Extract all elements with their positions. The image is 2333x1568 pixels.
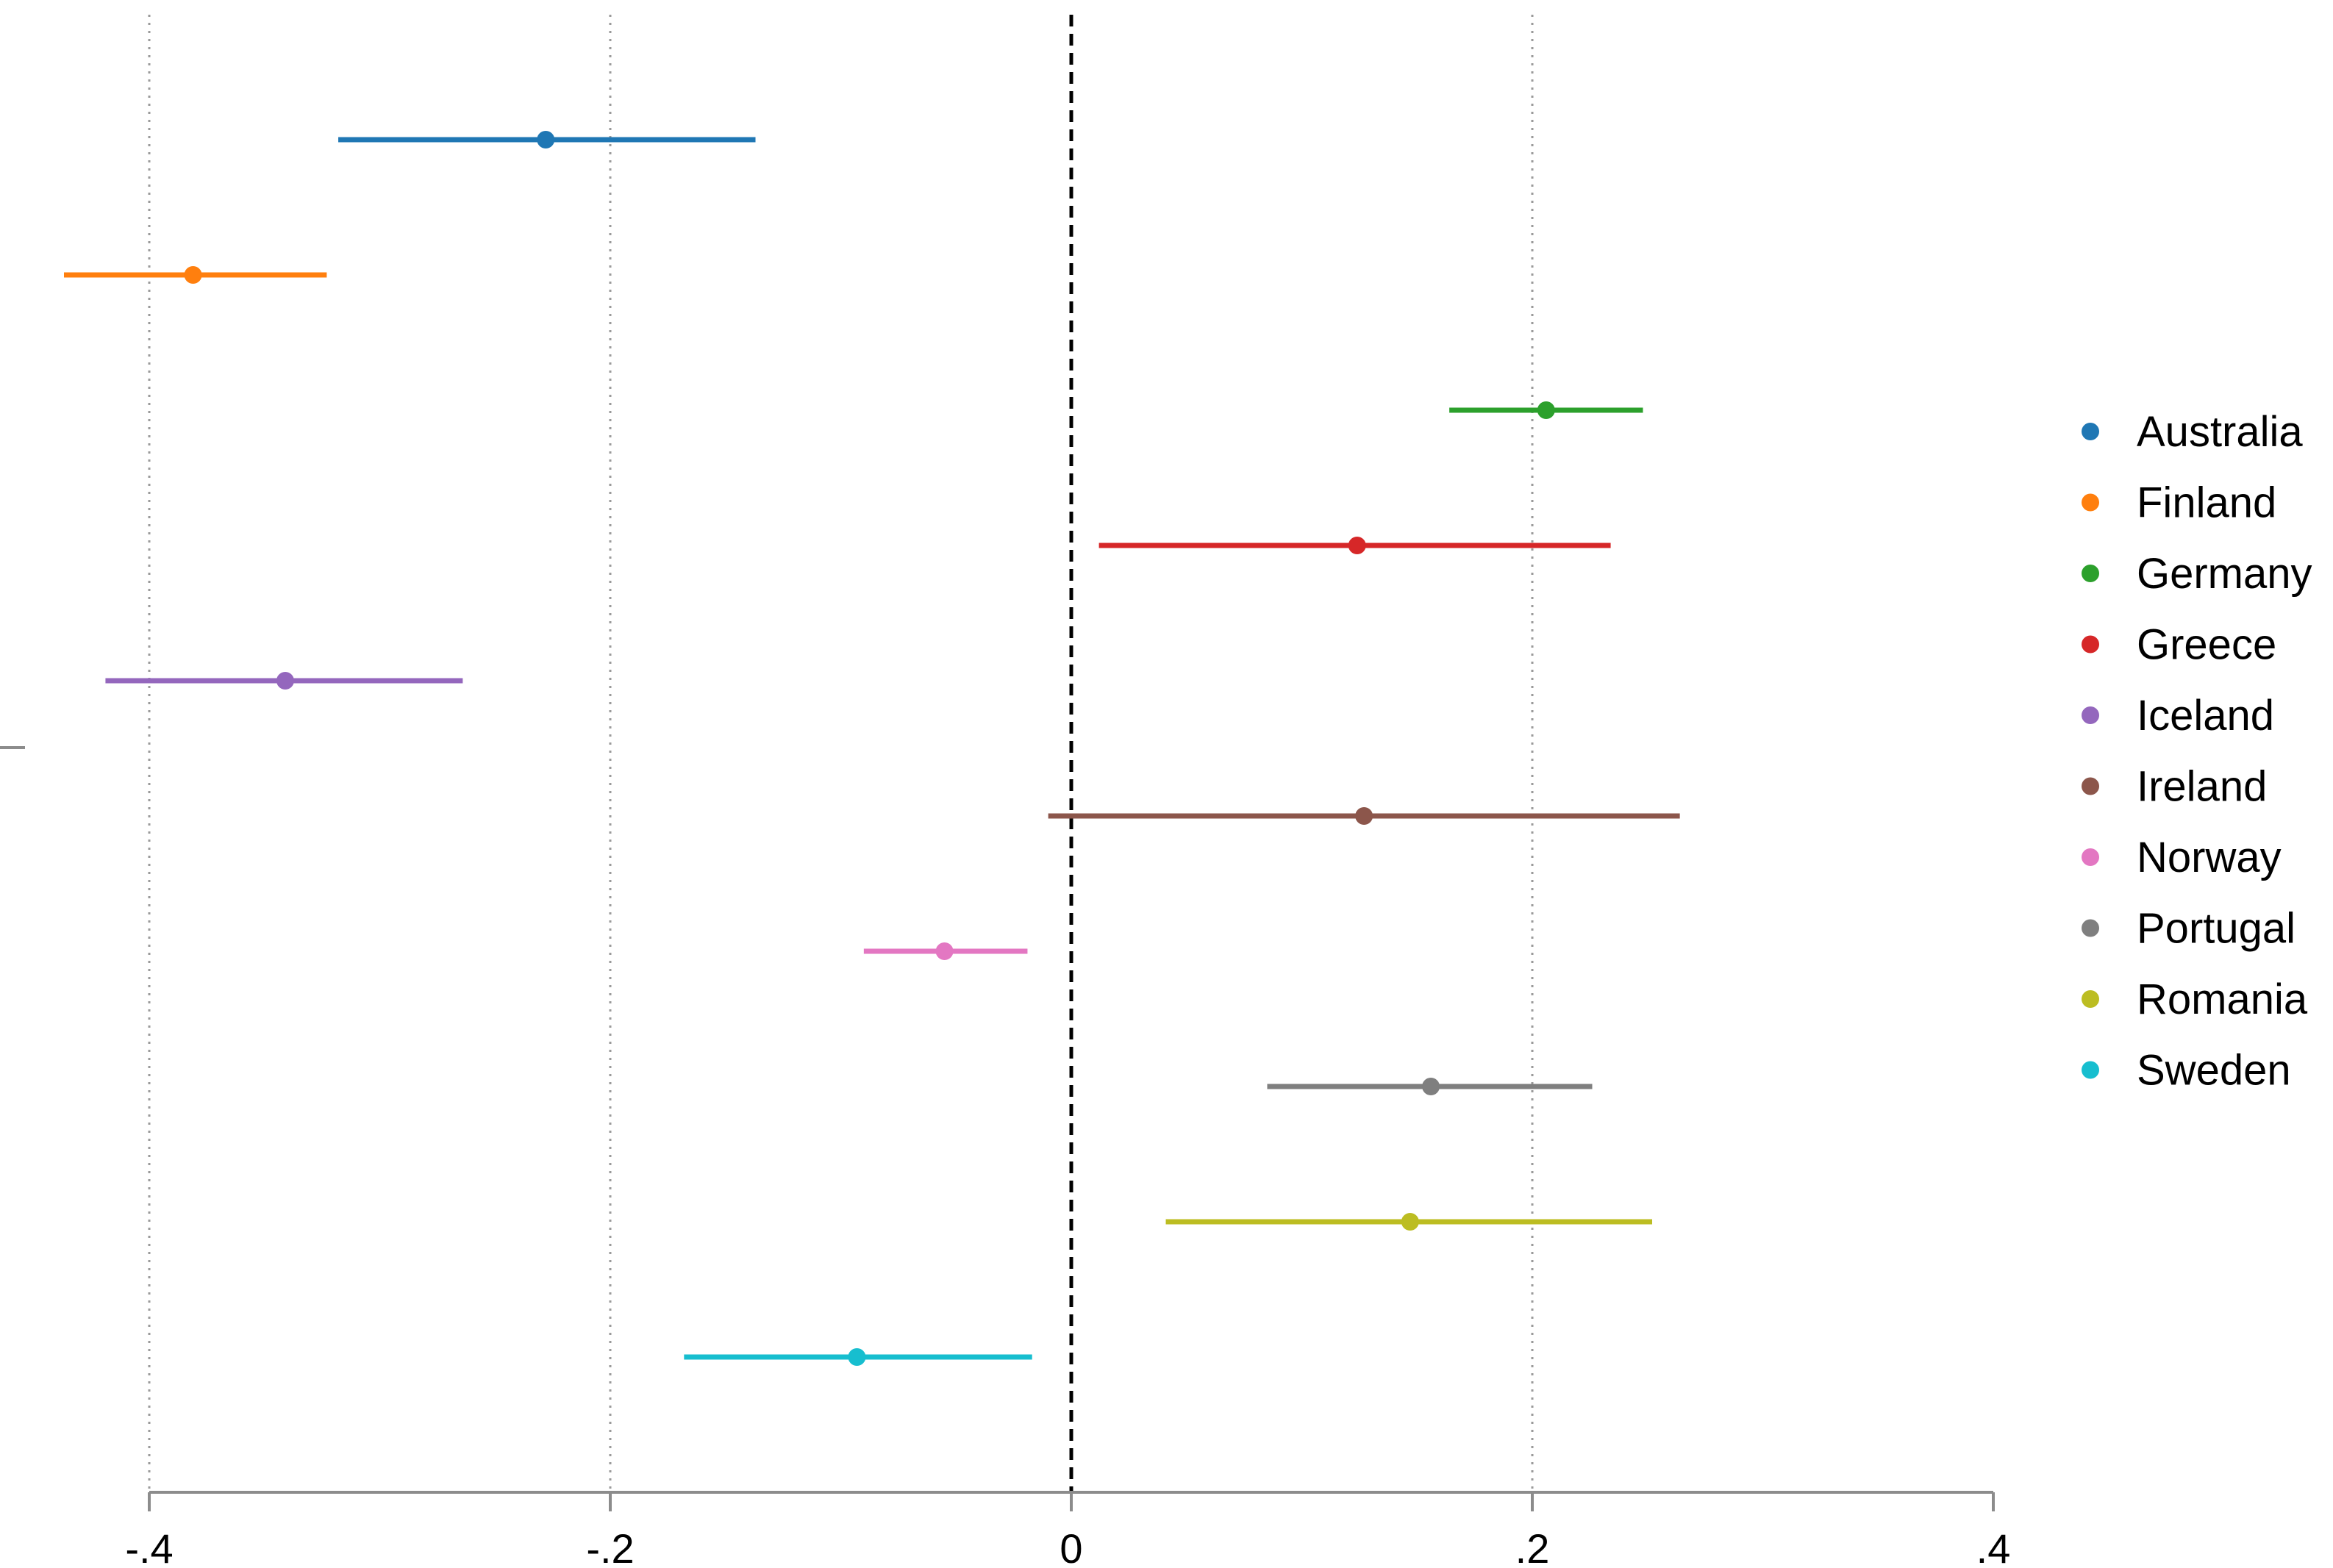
estimate-norway (863, 942, 1028, 960)
estimates (64, 131, 1680, 1366)
x-axis: -.4 -.2 0 .2 .4 (125, 1491, 2011, 1568)
legend-marker (2082, 565, 2099, 582)
legend-marker (2082, 423, 2099, 440)
legend-marker (2082, 635, 2099, 654)
x-tick-label-2: 0 (1060, 1525, 1082, 1568)
legend-item-finland: Finland (2082, 479, 2276, 527)
x-tick-label-3: .2 (1515, 1525, 1550, 1568)
legend-item-sweden: Sweden (2082, 1047, 2291, 1095)
legend-label: Finland (2137, 479, 2276, 527)
point-germany (1537, 401, 1555, 419)
legend-item-iceland: Iceland (2082, 692, 2274, 740)
point-australia (537, 131, 555, 148)
legend-label: Portugal (2137, 905, 2296, 953)
legend-marker (2082, 706, 2099, 724)
legend-label: Iceland (2137, 692, 2274, 740)
estimate-germany (1449, 401, 1643, 419)
x-tick-label-1: -.2 (586, 1525, 634, 1568)
point-portugal (1422, 1078, 1440, 1095)
legend-label: Ireland (2137, 763, 2267, 811)
estimate-portugal (1267, 1078, 1593, 1095)
estimate-greece (1098, 537, 1611, 554)
legend-marker (2082, 777, 2099, 795)
gridlines (148, 15, 1534, 1492)
legend-item-greece: Greece (2082, 621, 2276, 669)
point-norway (935, 942, 954, 960)
legend-marker (2082, 1061, 2099, 1079)
legend-label: Greece (2137, 621, 2276, 669)
x-tick-label-4: .4 (1976, 1525, 2011, 1568)
legend-marker (2082, 493, 2099, 512)
x-tick-label-0: -.4 (125, 1525, 173, 1568)
estimate-romania (1165, 1213, 1653, 1231)
legend-item-ireland: Ireland (2082, 763, 2267, 811)
point-iceland (276, 672, 294, 690)
legend-label: Romania (2137, 975, 2308, 1023)
estimate-ireland (1048, 807, 1680, 825)
legend-label: Germany (2137, 550, 2312, 598)
estimate-sweden (684, 1348, 1032, 1366)
legend-item-portugal: Portugal (2082, 905, 2296, 953)
point-sweden (848, 1348, 866, 1366)
point-romania (1401, 1213, 1419, 1231)
point-greece (1348, 537, 1366, 554)
legend-label: Norway (2137, 834, 2282, 881)
point-finland (184, 266, 202, 284)
legend-item-australia: Australia (2082, 408, 2303, 456)
point-ireland (1355, 807, 1373, 825)
legend-marker (2082, 990, 2099, 1008)
legend-item-norway: Norway (2082, 834, 2282, 881)
legend-marker (2082, 919, 2099, 937)
estimate-finland (64, 266, 327, 284)
legend-label: Sweden (2137, 1047, 2291, 1095)
legend: Australia Finland Germany Greece Iceland Irel… (2082, 408, 2312, 1095)
legend-marker (2082, 848, 2099, 866)
legend-item-romania: Romania (2082, 975, 2308, 1023)
legend-item-germany: Germany (2082, 550, 2312, 598)
estimate-australia (338, 131, 756, 148)
legend-label: Australia (2137, 408, 2303, 456)
estimate-iceland (105, 672, 463, 690)
